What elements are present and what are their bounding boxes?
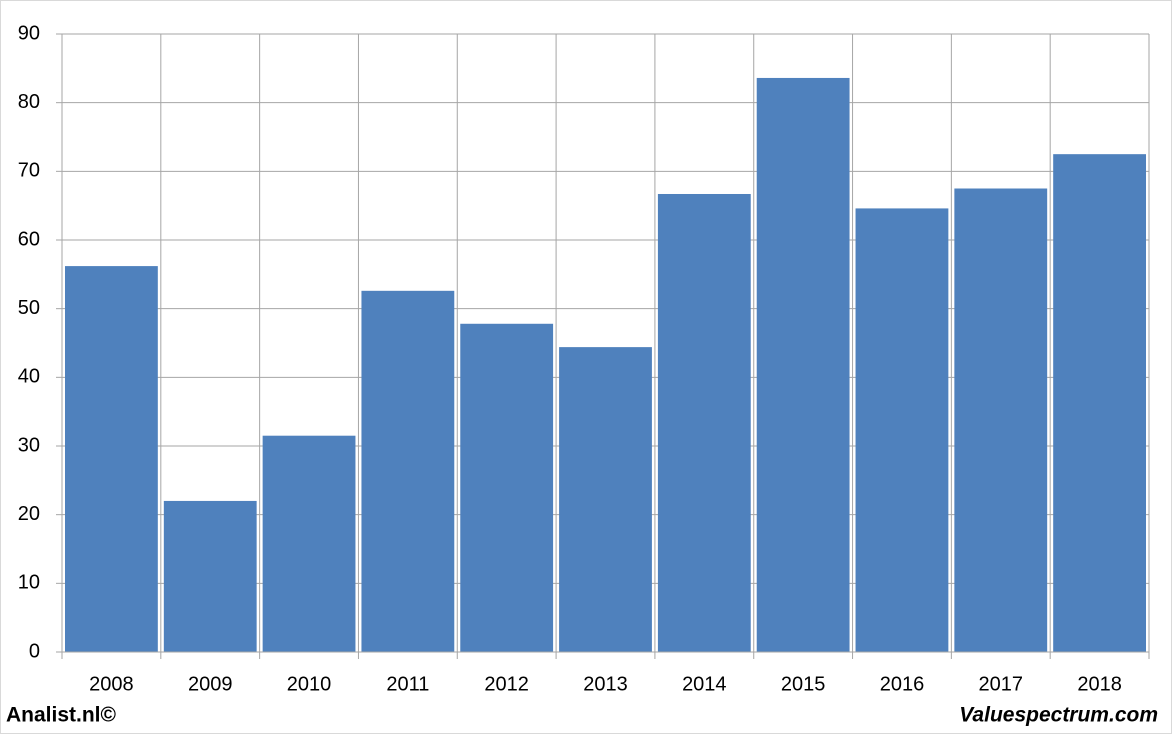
bar bbox=[657, 193, 751, 652]
bar bbox=[954, 188, 1048, 652]
x-tick-label: 2018 bbox=[1077, 673, 1122, 695]
y-tick-label: 20 bbox=[18, 503, 40, 525]
y-tick-label: 90 bbox=[18, 22, 40, 44]
x-tick-label: 2008 bbox=[89, 673, 134, 695]
y-tick-label: 60 bbox=[18, 228, 40, 250]
bar bbox=[262, 435, 356, 652]
bar bbox=[756, 77, 850, 653]
y-tick-label: 80 bbox=[18, 91, 40, 113]
y-tick-label: 40 bbox=[18, 366, 40, 388]
x-tick-label: 2017 bbox=[979, 673, 1024, 695]
y-tick-label: 30 bbox=[18, 434, 40, 456]
y-tick-label: 0 bbox=[29, 640, 40, 662]
bar bbox=[361, 290, 455, 652]
x-tick-label: 2015 bbox=[781, 673, 826, 695]
x-tick-label: 2013 bbox=[583, 673, 628, 695]
bar bbox=[559, 347, 652, 652]
bar bbox=[65, 266, 158, 652]
x-tick-label: 2011 bbox=[386, 673, 429, 695]
bar bbox=[163, 500, 257, 652]
footer-left: Analist.nl© bbox=[6, 704, 117, 727]
x-tick-label: 2016 bbox=[880, 673, 925, 695]
footer-right: Valuespectrum.com bbox=[959, 704, 1158, 727]
y-tick-label: 50 bbox=[18, 297, 40, 319]
x-tick-label: 2009 bbox=[188, 673, 233, 695]
x-tick-label: 2014 bbox=[682, 673, 727, 695]
bar bbox=[855, 208, 949, 652]
x-tick-label: 2012 bbox=[484, 673, 529, 695]
bar bbox=[1053, 154, 1146, 652]
x-tick-label: 2010 bbox=[287, 673, 332, 695]
y-tick-label: 70 bbox=[18, 160, 40, 182]
bar bbox=[460, 323, 554, 652]
y-tick-label: 10 bbox=[18, 572, 40, 594]
